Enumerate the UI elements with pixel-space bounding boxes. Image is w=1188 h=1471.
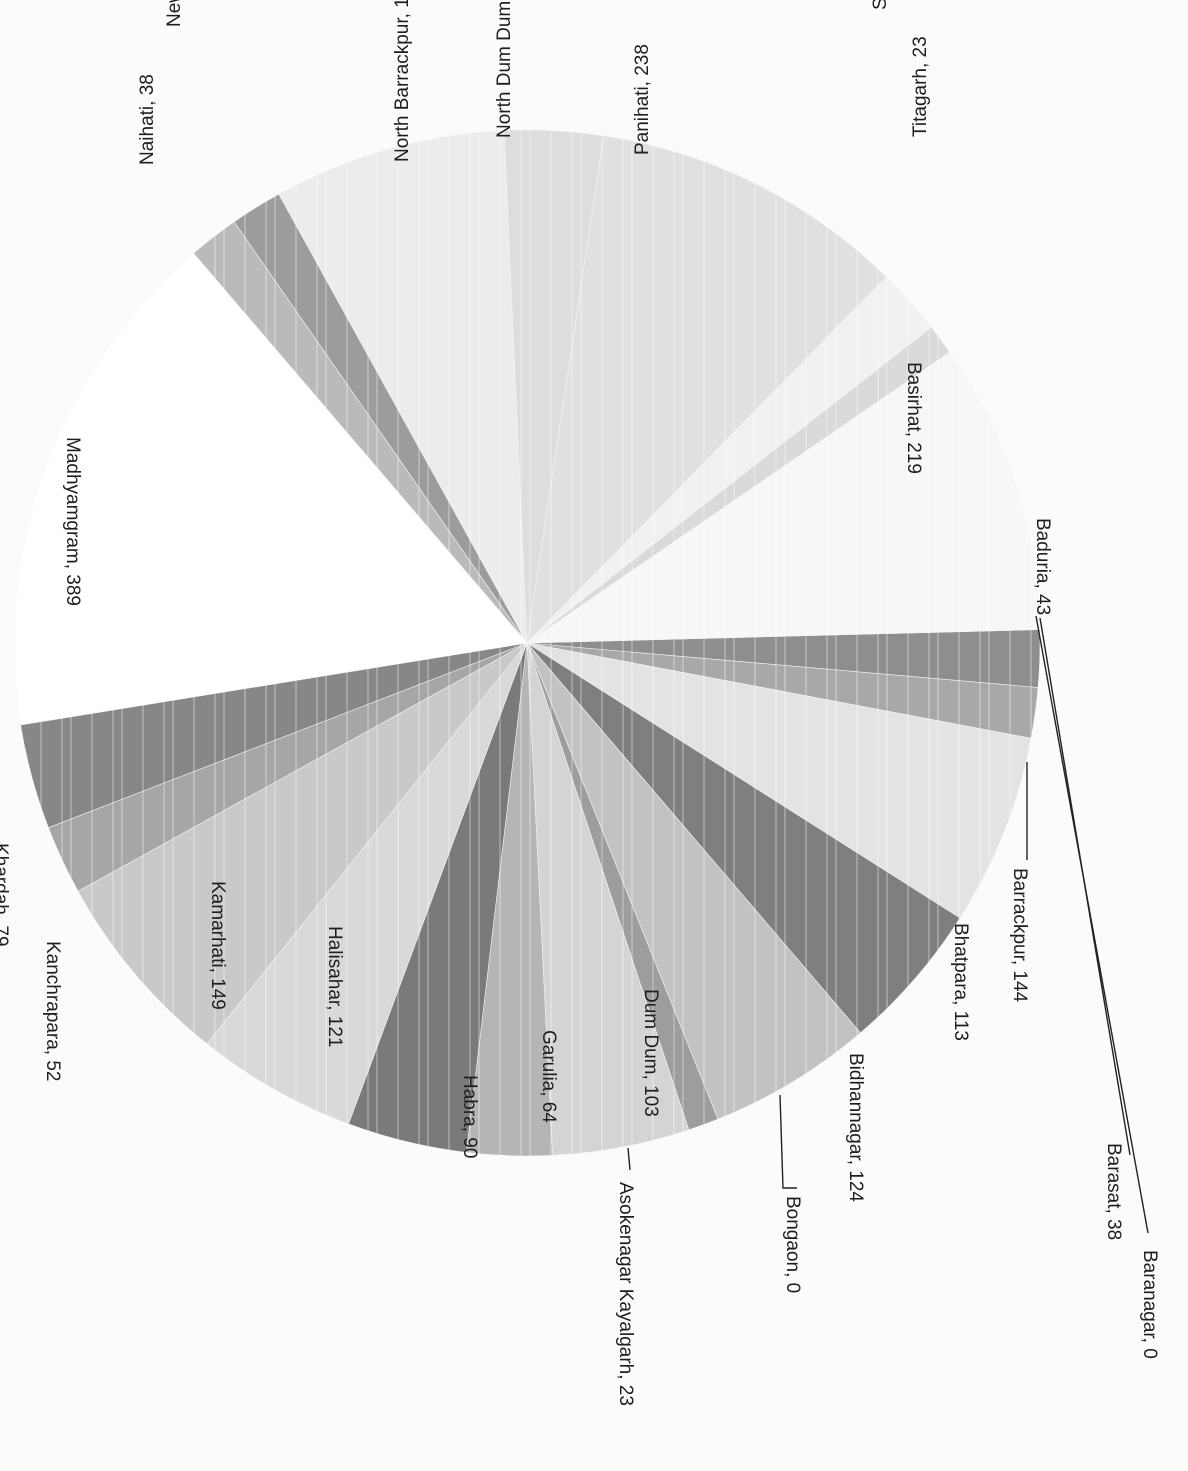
slice-barrackpur [526,642,1032,919]
slice-label-kanchrapara: Kanchrapara, 52 [42,941,63,1082]
slice-panihati [526,135,887,644]
leader-line-bongaon [779,1094,797,1189]
slice-label-madhyamgram: Madhyamgram, 389 [62,437,83,606]
slice-label-kamarhati: Kamarhati, 149 [207,881,228,1010]
leader-line-barasat [1039,617,1131,1156]
slice-label-basirhat: Basirhat, 219 [903,362,924,474]
slice-label-garulia: Garulia, 64 [538,1030,559,1123]
slice-label-asokenagar-kayalgarh: Asokenagar Kayalgarh, 23 [615,1182,636,1406]
slice-label-bidhannagar: Bidhannagar, 124 [845,1053,866,1202]
slice-label-panihati: Panihati, 238 [632,44,653,155]
slice-label-dum-dum: Dum Dum, 103 [640,989,661,1117]
leader-lines [627,615,1149,1234]
slice-halisahar [206,642,528,1125]
slice-kamarhati [77,642,528,1045]
slice-label-halisahar: Halisahar, 121 [324,926,345,1047]
slice-label-barasat: Barasat, 38 [1103,1143,1124,1240]
slice-label-baranagar: Baranagar, 0 [1139,1250,1160,1359]
slice-north-barrackpur [278,130,528,644]
slice-bidhannagar [526,642,861,1120]
slice-labels: Baduria, 43 Baranagar, 0 Barasat, 38 Barrac… [0,0,1160,1406]
slice-label-naihati: Naihati, 38 [137,74,158,165]
slice-label-bongaon: Bongaon, 0 [782,1196,803,1293]
leader-line-asokenagar-kayalgarh [627,1147,631,1171]
slice-label-bhatpara: Bhatpara, 113 [950,923,971,1041]
slice-label-barrackpur: Barrackpur, 144 [1009,868,1030,1003]
slice-label-north-dum-dum: North Dum Dum, 74 [494,0,515,138]
slice-bhatpara [526,642,961,1034]
slice-label-south-dum-dum: South Dum Dum, 50 [870,0,891,10]
slice-label-habra: Habra, 90 [459,1075,480,1158]
slice-label-titagarh: Titagarh, 23 [910,36,931,137]
slice-label-north-barrackpur: North Barrackpur, 175 [392,0,413,162]
slice-madhyamgram [13,252,528,726]
slice-label-new-barrackpur: New Barrackpur, 39 [164,0,185,27]
pie-slices [13,129,1041,1157]
slice-label-baduria: Baduria, 43 [1032,518,1053,615]
slice-basirhat [525,351,1041,644]
slice-label-khardah: Khardah, 79 [0,843,11,947]
